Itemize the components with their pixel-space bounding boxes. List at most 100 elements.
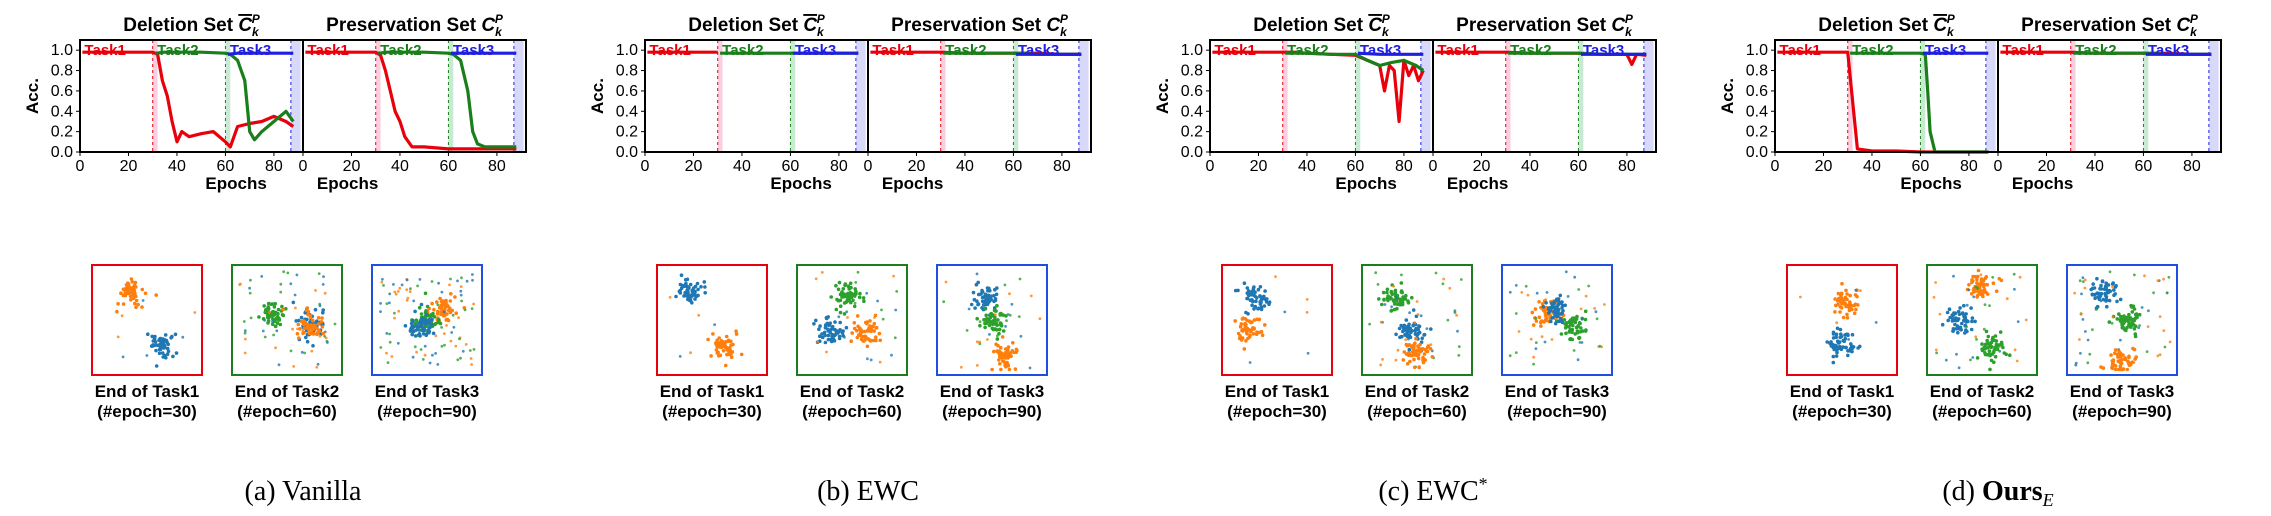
embedding-point [858,291,862,296]
embedding-point [1262,304,1267,308]
embedding-point [1994,289,1999,294]
x-tick-label: 60 [217,158,235,175]
embedding-point [730,350,735,354]
embedding-point [1422,332,1427,337]
y-tick-label: 1.0 [1181,42,1203,59]
embedding-point [1976,274,1980,279]
embedding-point [276,317,281,322]
embedding-point [2107,320,2112,324]
y-tick-label: 0.2 [616,124,638,141]
embedding-point [2107,298,2112,303]
embedding-point [1530,310,1535,315]
embedding-point [1381,358,1384,361]
embedding-point [980,288,984,293]
embedding-point [841,334,845,338]
embedding-point [1429,343,1433,347]
task-boundary-band [513,40,524,152]
embedding-point [426,328,431,332]
embedding-point [1004,314,1008,318]
embedding-point [868,339,873,343]
plot-frame [867,39,1092,153]
embedding-point [880,308,883,312]
embedding-point [1993,354,1998,359]
embedding-point [303,351,306,355]
task-label-1: Task1 [872,42,913,59]
embedding-point [140,287,145,292]
embedding-point [1423,348,1427,352]
embedding-point [1283,310,1287,314]
embedding-point [682,294,686,298]
embedding-point [1543,340,1547,344]
embedding-point [424,332,429,337]
embedding-point [166,349,171,354]
embedding-point [471,278,474,282]
embedding-point [1526,293,1530,297]
series-line-task1 [1777,50,1989,154]
embedding-point [855,328,859,333]
embedding-point [998,354,1002,359]
embedding-point [1947,307,1952,312]
deletion-plot: Task1 Task2 Task3 0 20 40 60 80 0.0 0.2 0.4 0.6 0.8 1… [51,39,304,175]
embedding-point [1028,366,1032,370]
embedding-point [985,317,989,321]
embedding-point [1962,303,1966,308]
embedding-point [2013,348,2017,352]
embedding-point [1514,351,1518,354]
embedding-point [1252,285,1256,289]
embedding-point [854,281,858,284]
embedding-point [413,334,418,338]
embedding-point [834,283,838,288]
embedding-point [163,333,168,337]
embedding-point [1240,317,1245,321]
embedding-point [1573,318,1577,322]
embedding-point [834,307,839,312]
embedding-point [321,311,325,315]
embedding-point [1013,367,1018,371]
embedding-point [472,348,476,351]
embedding-point [1850,349,1854,354]
embedding-point [270,302,275,306]
embedding-point [1252,318,1257,322]
embedding-point [876,299,879,303]
embedding-point [316,322,321,326]
embedding-point [414,324,419,328]
embedding-point [1991,281,1996,286]
preservation-plot: Task1 Task2 Task3 0 20 40 60 80 [299,39,527,175]
embedding-point [1593,307,1596,310]
embedding-point [727,352,731,357]
embedding-thumbnail-1 [1786,264,1898,376]
embedding-point [2111,285,2115,289]
embedding-point [1387,296,1392,301]
embedding-point [1580,341,1584,344]
embedding-point [984,297,988,302]
embedding-point [454,311,459,316]
embedding-point [385,351,388,355]
embedding-point [823,333,827,338]
embedding-point [1374,271,1378,275]
embedding-point [895,290,899,293]
embedding-point [277,363,281,367]
embedding-point [1407,337,1410,341]
thumbnail-caption-line1: End of Task2 [1365,382,1470,401]
thumbnail-caption-line1: End of Task1 [660,382,765,401]
embedding-point [1394,358,1398,362]
embedding-point [1984,275,1989,279]
embedding-point [1843,336,1848,341]
y-tick-label: 0.6 [1181,83,1203,100]
embedding-point [449,277,452,281]
embedding-point [2113,348,2118,352]
embedding-point [392,283,395,286]
embedding-point [1251,332,1256,336]
x-tick-label: 0 [1206,158,1215,175]
embedding-point [279,290,283,294]
panel-c: Deletion Set CkP Preservation Set CkPTask… [1153,12,1657,507]
embedding-point [1957,366,1961,370]
task-boundary-band [2143,40,2149,152]
embedding-point [1578,341,1582,344]
embedding-point [978,323,982,328]
embedding-point [994,321,998,326]
embedding-point [1583,309,1588,314]
x-tick-label: 60 [1570,158,1588,175]
embedding-point [840,331,845,335]
embedding-point [313,307,318,312]
